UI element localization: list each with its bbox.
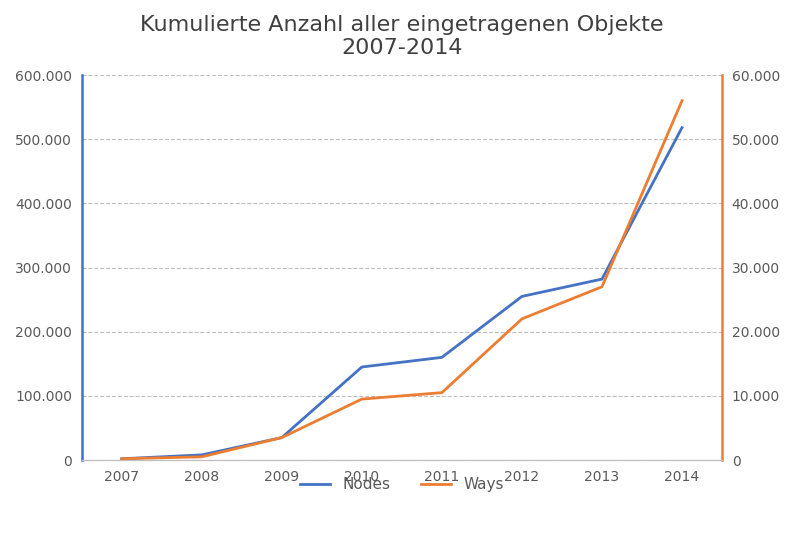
Legend: Nodes, Ways: Nodes, Ways [293, 471, 510, 499]
Title: Kumulierte Anzahl aller eingetragenen Objekte
2007-2014: Kumulierte Anzahl aller eingetragenen Ob… [140, 15, 664, 58]
